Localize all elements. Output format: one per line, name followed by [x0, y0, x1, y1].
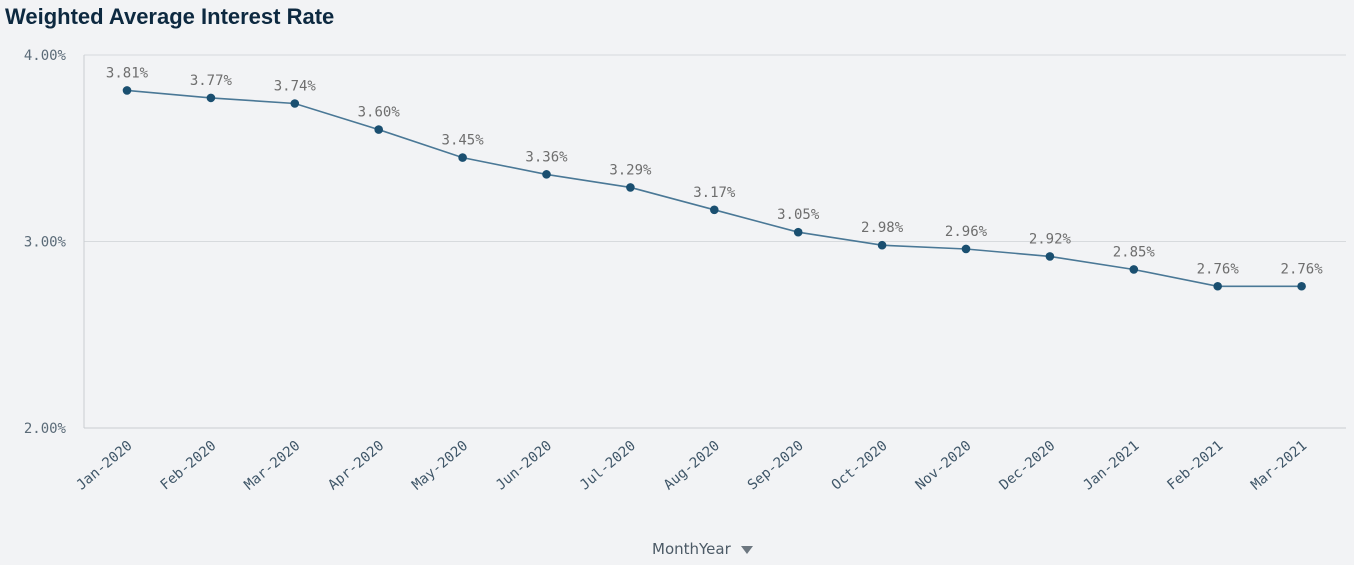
data-point[interactable]	[374, 125, 384, 134]
data-label: 3.36%	[525, 149, 568, 165]
data-label: 3.74%	[274, 78, 317, 94]
data-label: 3.77%	[190, 73, 233, 89]
x-tick-labels: Jan-2020 Feb-2020 Mar-2020 Apr-2020 May-2020…	[74, 438, 1311, 494]
x-axis-dimension-label: MonthYear	[652, 540, 731, 558]
x-tick-label: May-2020	[409, 438, 471, 494]
data-label: 2.96%	[945, 224, 988, 240]
data-point[interactable]	[290, 99, 300, 108]
data-label: 2.85%	[1113, 244, 1156, 260]
data-point[interactable]	[122, 86, 132, 95]
dimension-selector[interactable]: MonthYear	[652, 540, 753, 558]
x-tick-label: Mar-2020	[241, 438, 303, 494]
data-point[interactable]	[710, 205, 719, 215]
x-tick-label: Feb-2021	[1164, 438, 1226, 494]
data-labels: 3.81% 3.77% 3.74% 3.60% 3.45% 3.36% 3.29% 3.17%…	[106, 65, 1323, 277]
data-point[interactable]	[1045, 252, 1055, 261]
caret-down-icon[interactable]	[740, 546, 753, 554]
data-point[interactable]	[1129, 265, 1139, 274]
data-point[interactable]	[206, 93, 216, 103]
data-point[interactable]	[1297, 281, 1306, 291]
data-point[interactable]	[877, 240, 887, 250]
data-point[interactable]	[961, 244, 971, 254]
x-tick-label: Feb-2020	[158, 438, 220, 494]
chart-title: Weighted Average Interest Rate	[5, 4, 335, 29]
data-label: 3.60%	[358, 105, 401, 121]
x-tick-label: Jan-2020	[74, 438, 136, 494]
y-tick-label: 2.00%	[24, 421, 67, 437]
x-tick-label: Mar-2021	[1248, 438, 1310, 494]
data-label: 2.76%	[1281, 261, 1324, 277]
x-tick-label: Jul-2020	[577, 438, 639, 494]
data-label: 2.92%	[1029, 231, 1072, 247]
data-point[interactable]	[542, 170, 551, 179]
x-tick-label: Dec-2020	[997, 438, 1059, 494]
x-tick-label: Aug-2020	[661, 438, 723, 494]
x-tick-label: Jan-2021	[1080, 438, 1142, 494]
data-label: 3.17%	[693, 185, 736, 201]
data-label: 2.76%	[1197, 261, 1240, 277]
data-label: 2.98%	[861, 220, 904, 236]
gridlines	[84, 54, 1346, 429]
data-point[interactable]	[626, 183, 635, 192]
y-tick-label: 3.00%	[24, 235, 67, 251]
data-label: 3.05%	[777, 207, 820, 223]
data-label: 3.81%	[106, 65, 149, 81]
y-tick-labels: 2.00% 3.00% 4.00%	[24, 48, 67, 437]
x-tick-label: Oct-2020	[829, 438, 891, 494]
y-tick-label: 4.00%	[24, 48, 67, 64]
data-label: 3.45%	[442, 133, 485, 149]
data-points	[122, 86, 1306, 291]
x-tick-label: Sep-2020	[745, 438, 807, 494]
x-tick-label: Nov-2020	[913, 438, 975, 494]
x-tick-label: Jun-2020	[493, 438, 555, 494]
data-point[interactable]	[1213, 281, 1222, 291]
data-label: 3.29%	[609, 162, 652, 178]
data-point[interactable]	[793, 227, 803, 237]
x-tick-label: Apr-2020	[325, 438, 387, 494]
data-point[interactable]	[458, 153, 467, 162]
